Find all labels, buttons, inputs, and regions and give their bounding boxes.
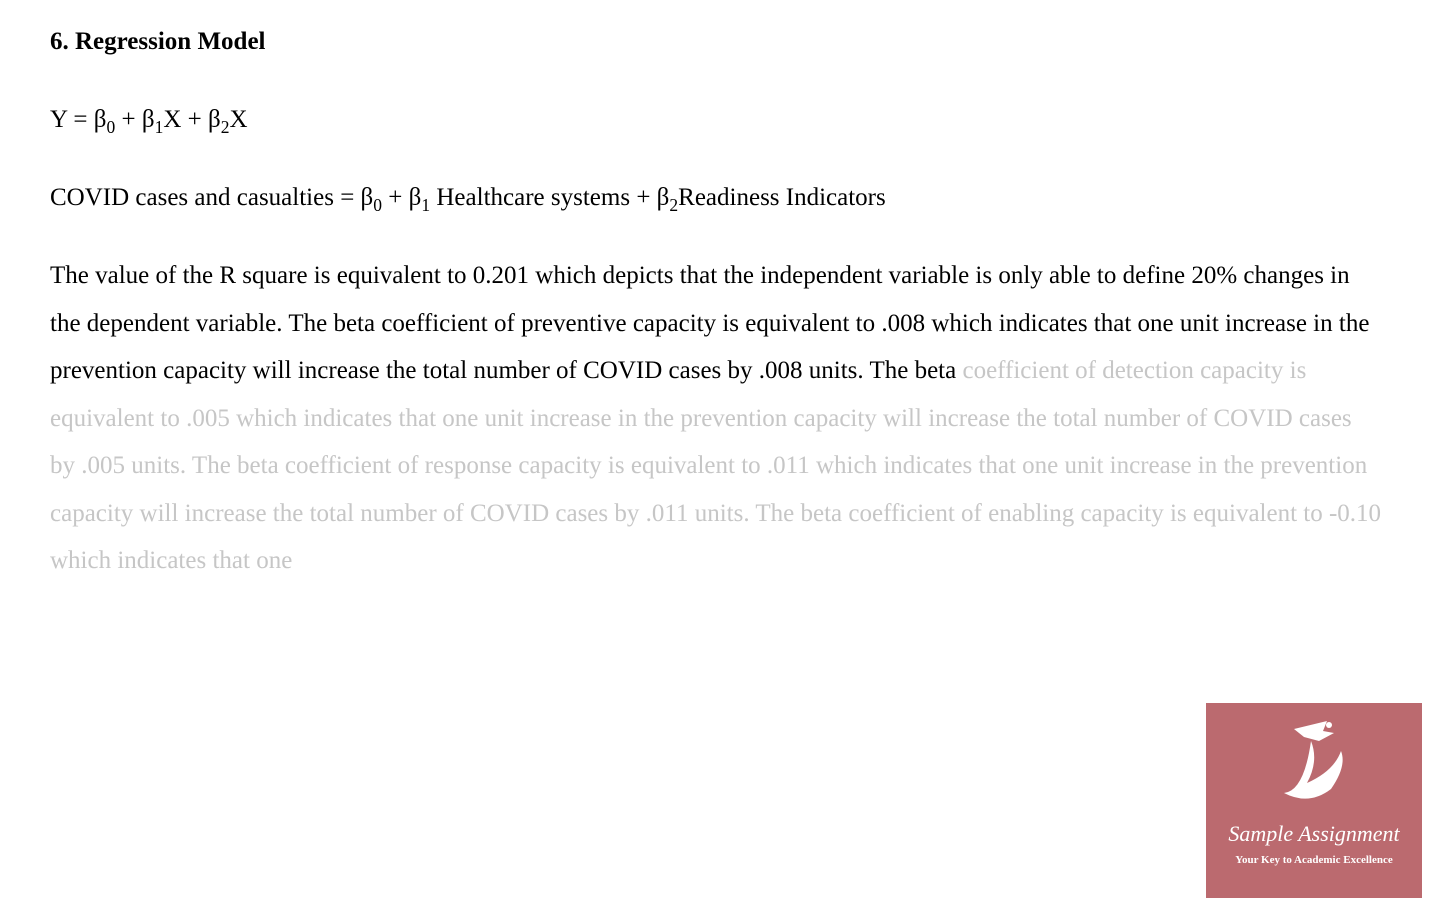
watermark-logo-icon: [1206, 703, 1422, 818]
watermark-title: Sample Assignment: [1206, 822, 1422, 846]
graduate-icon: [1259, 711, 1369, 811]
watermark-subtitle: Your Key to Academic Excellence: [1206, 850, 1422, 871]
equation-b0-sub: 0: [106, 117, 115, 137]
watermark-badge: Sample Assignment Your Key to Academic E…: [1206, 703, 1422, 898]
model-b2: β: [657, 184, 670, 211]
model-lhs: COVID cases and casualties: [50, 184, 334, 211]
model-b0-sub: 0: [373, 195, 382, 215]
model-b1-sub: 1: [421, 195, 430, 215]
equation-lhs: Y: [50, 106, 67, 133]
section-heading: 6. Regression Model: [50, 18, 1382, 66]
model-term1: Healthcare systems: [430, 184, 630, 211]
body-paragraph: The value of the R square is equivalent …: [50, 252, 1382, 585]
regression-equation: Y = β0 + β1X + β2X: [50, 96, 1382, 144]
equation-x2: X: [229, 106, 247, 133]
paragraph-faded-text: coefficient of detection capacity is equ…: [50, 357, 1381, 574]
equation-b2: β: [208, 106, 221, 133]
model-plus2: +: [630, 184, 657, 211]
model-b0: β: [361, 184, 374, 211]
model-term2: Readiness Indicators: [678, 184, 886, 211]
model-plus1: +: [382, 184, 409, 211]
model-eq: =: [334, 184, 361, 211]
equation-eq: =: [67, 106, 94, 133]
equation-plus2: +: [181, 106, 208, 133]
equation-b1: β: [142, 106, 155, 133]
model-b1: β: [409, 184, 422, 211]
equation-x1: X: [163, 106, 181, 133]
equation-plus1: +: [115, 106, 142, 133]
regression-model-line: COVID cases and casualties = β0 + β1 Hea…: [50, 174, 1382, 222]
equation-b0: β: [94, 106, 107, 133]
model-b2-sub: 2: [669, 195, 678, 215]
